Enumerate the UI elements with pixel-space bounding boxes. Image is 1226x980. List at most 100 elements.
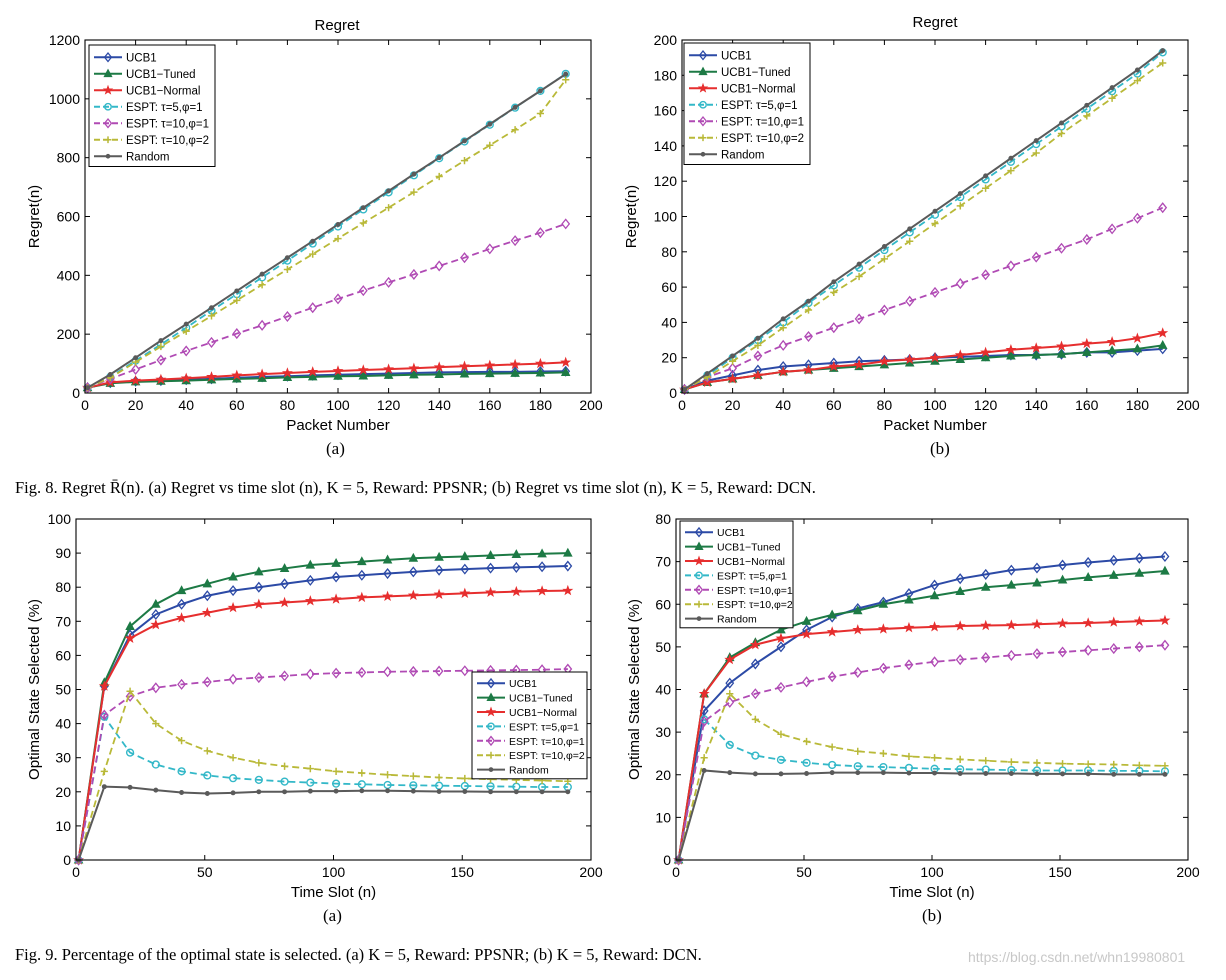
- x-tick-label: 40: [178, 397, 194, 413]
- data-point: [954, 620, 966, 631]
- data-point: [408, 362, 420, 373]
- data-point: [563, 560, 573, 572]
- series-line: [684, 332, 1163, 391]
- legend-label: UCB1−Normal: [126, 85, 200, 97]
- data-point: [755, 335, 761, 341]
- data-point: [877, 623, 889, 634]
- data-point: [776, 755, 786, 764]
- data-point: [1134, 67, 1140, 73]
- data-point: [410, 788, 416, 794]
- data-point: [359, 788, 365, 794]
- data-point: [982, 184, 990, 192]
- data-point: [227, 601, 239, 613]
- data-point: [1131, 332, 1143, 343]
- data-point: [1162, 771, 1168, 777]
- data-point: [1159, 59, 1167, 67]
- data-point: [280, 670, 290, 682]
- data-point: [1160, 565, 1170, 575]
- data-point: [331, 571, 341, 583]
- data-point: [382, 554, 393, 564]
- data-point: [461, 774, 469, 783]
- data-point: [305, 574, 315, 586]
- data-point: [957, 770, 963, 776]
- x-tick-label: 0: [678, 397, 686, 413]
- data-point: [752, 369, 764, 381]
- data-point: [1006, 564, 1016, 576]
- data-point: [1108, 94, 1116, 102]
- data-point: [750, 658, 760, 670]
- legend-swatch-marker: [695, 600, 703, 608]
- data-point: [410, 188, 418, 196]
- legend-label: ESPT: τ=10,φ=2: [717, 599, 793, 611]
- y-tick-label: 60: [655, 596, 671, 612]
- chart-fig9b: 0 50 100 150 200 0 10 20 30 40 50 60 70 80 Time Slot (…: [626, 511, 1200, 901]
- data-point: [462, 138, 467, 144]
- legend-swatch-marker: [486, 735, 496, 747]
- data-point: [536, 585, 548, 596]
- y-axis-label: Optimal State Selected (%): [26, 599, 43, 780]
- series-line: [77, 785, 568, 861]
- legend-label: UCB1−Tuned: [126, 69, 196, 81]
- data-point: [878, 598, 889, 608]
- series-espt10-1: [680, 202, 1168, 396]
- data-point: [358, 285, 368, 297]
- data-point: [486, 141, 494, 149]
- x-tick-label: 200: [579, 864, 603, 880]
- x-tick-label: 100: [923, 397, 947, 413]
- data-point: [879, 304, 889, 316]
- data-point: [1107, 223, 1117, 235]
- chart-title: Regret: [314, 17, 360, 34]
- data-point: [181, 345, 191, 357]
- data-point: [983, 770, 989, 776]
- data-point: [535, 227, 545, 239]
- data-point: [725, 677, 735, 689]
- series-random: [76, 784, 571, 863]
- data-point: [955, 354, 966, 364]
- x-tick-label: 20: [128, 397, 144, 413]
- data-point: [1032, 149, 1040, 157]
- data-point: [257, 319, 267, 331]
- data-point: [980, 581, 991, 591]
- series-line: [684, 62, 1164, 391]
- data-point: [535, 367, 546, 377]
- data-point: [957, 191, 963, 197]
- data-point: [485, 368, 495, 378]
- data-point: [100, 767, 108, 775]
- series-line: [77, 668, 568, 861]
- data-point: [459, 368, 470, 378]
- data-point: [331, 779, 341, 788]
- data-point: [980, 346, 992, 358]
- data-point: [230, 790, 236, 796]
- data-point: [332, 767, 340, 775]
- y-tick-label: 60: [661, 279, 677, 295]
- data-point: [880, 255, 888, 263]
- legend-label: ESPT: τ=10,φ=1: [509, 736, 585, 748]
- data-point: [306, 778, 315, 787]
- data-point: [1111, 771, 1117, 777]
- y-tick-label: 200: [654, 32, 678, 48]
- data-point: [906, 237, 914, 245]
- series-line: [677, 692, 1165, 861]
- data-point: [234, 288, 240, 294]
- data-point: [1056, 348, 1067, 358]
- data-point: [1007, 758, 1015, 766]
- data-point: [930, 286, 940, 298]
- data-point: [698, 688, 710, 699]
- series-espt10-2: [674, 690, 1169, 864]
- chart-fig8b: Regret 0 20 40 60 80 100 120 140 160 180 200 0 20 40 60…: [623, 14, 1200, 434]
- data-point: [905, 752, 913, 761]
- data-point: [183, 321, 189, 327]
- legend-label: UCB1−Normal: [509, 707, 577, 719]
- x-tick-label: 40: [775, 397, 791, 413]
- data-point: [255, 759, 263, 767]
- data-point: [932, 770, 938, 776]
- data-point: [280, 762, 289, 770]
- data-point: [778, 771, 784, 777]
- legend-label: UCB1−Normal: [717, 556, 785, 568]
- series-line: [684, 51, 1164, 391]
- y-tick-label: 40: [661, 314, 677, 330]
- data-point: [385, 204, 393, 212]
- data-point: [1082, 233, 1092, 245]
- data-point: [852, 605, 863, 615]
- data-point: [881, 244, 887, 249]
